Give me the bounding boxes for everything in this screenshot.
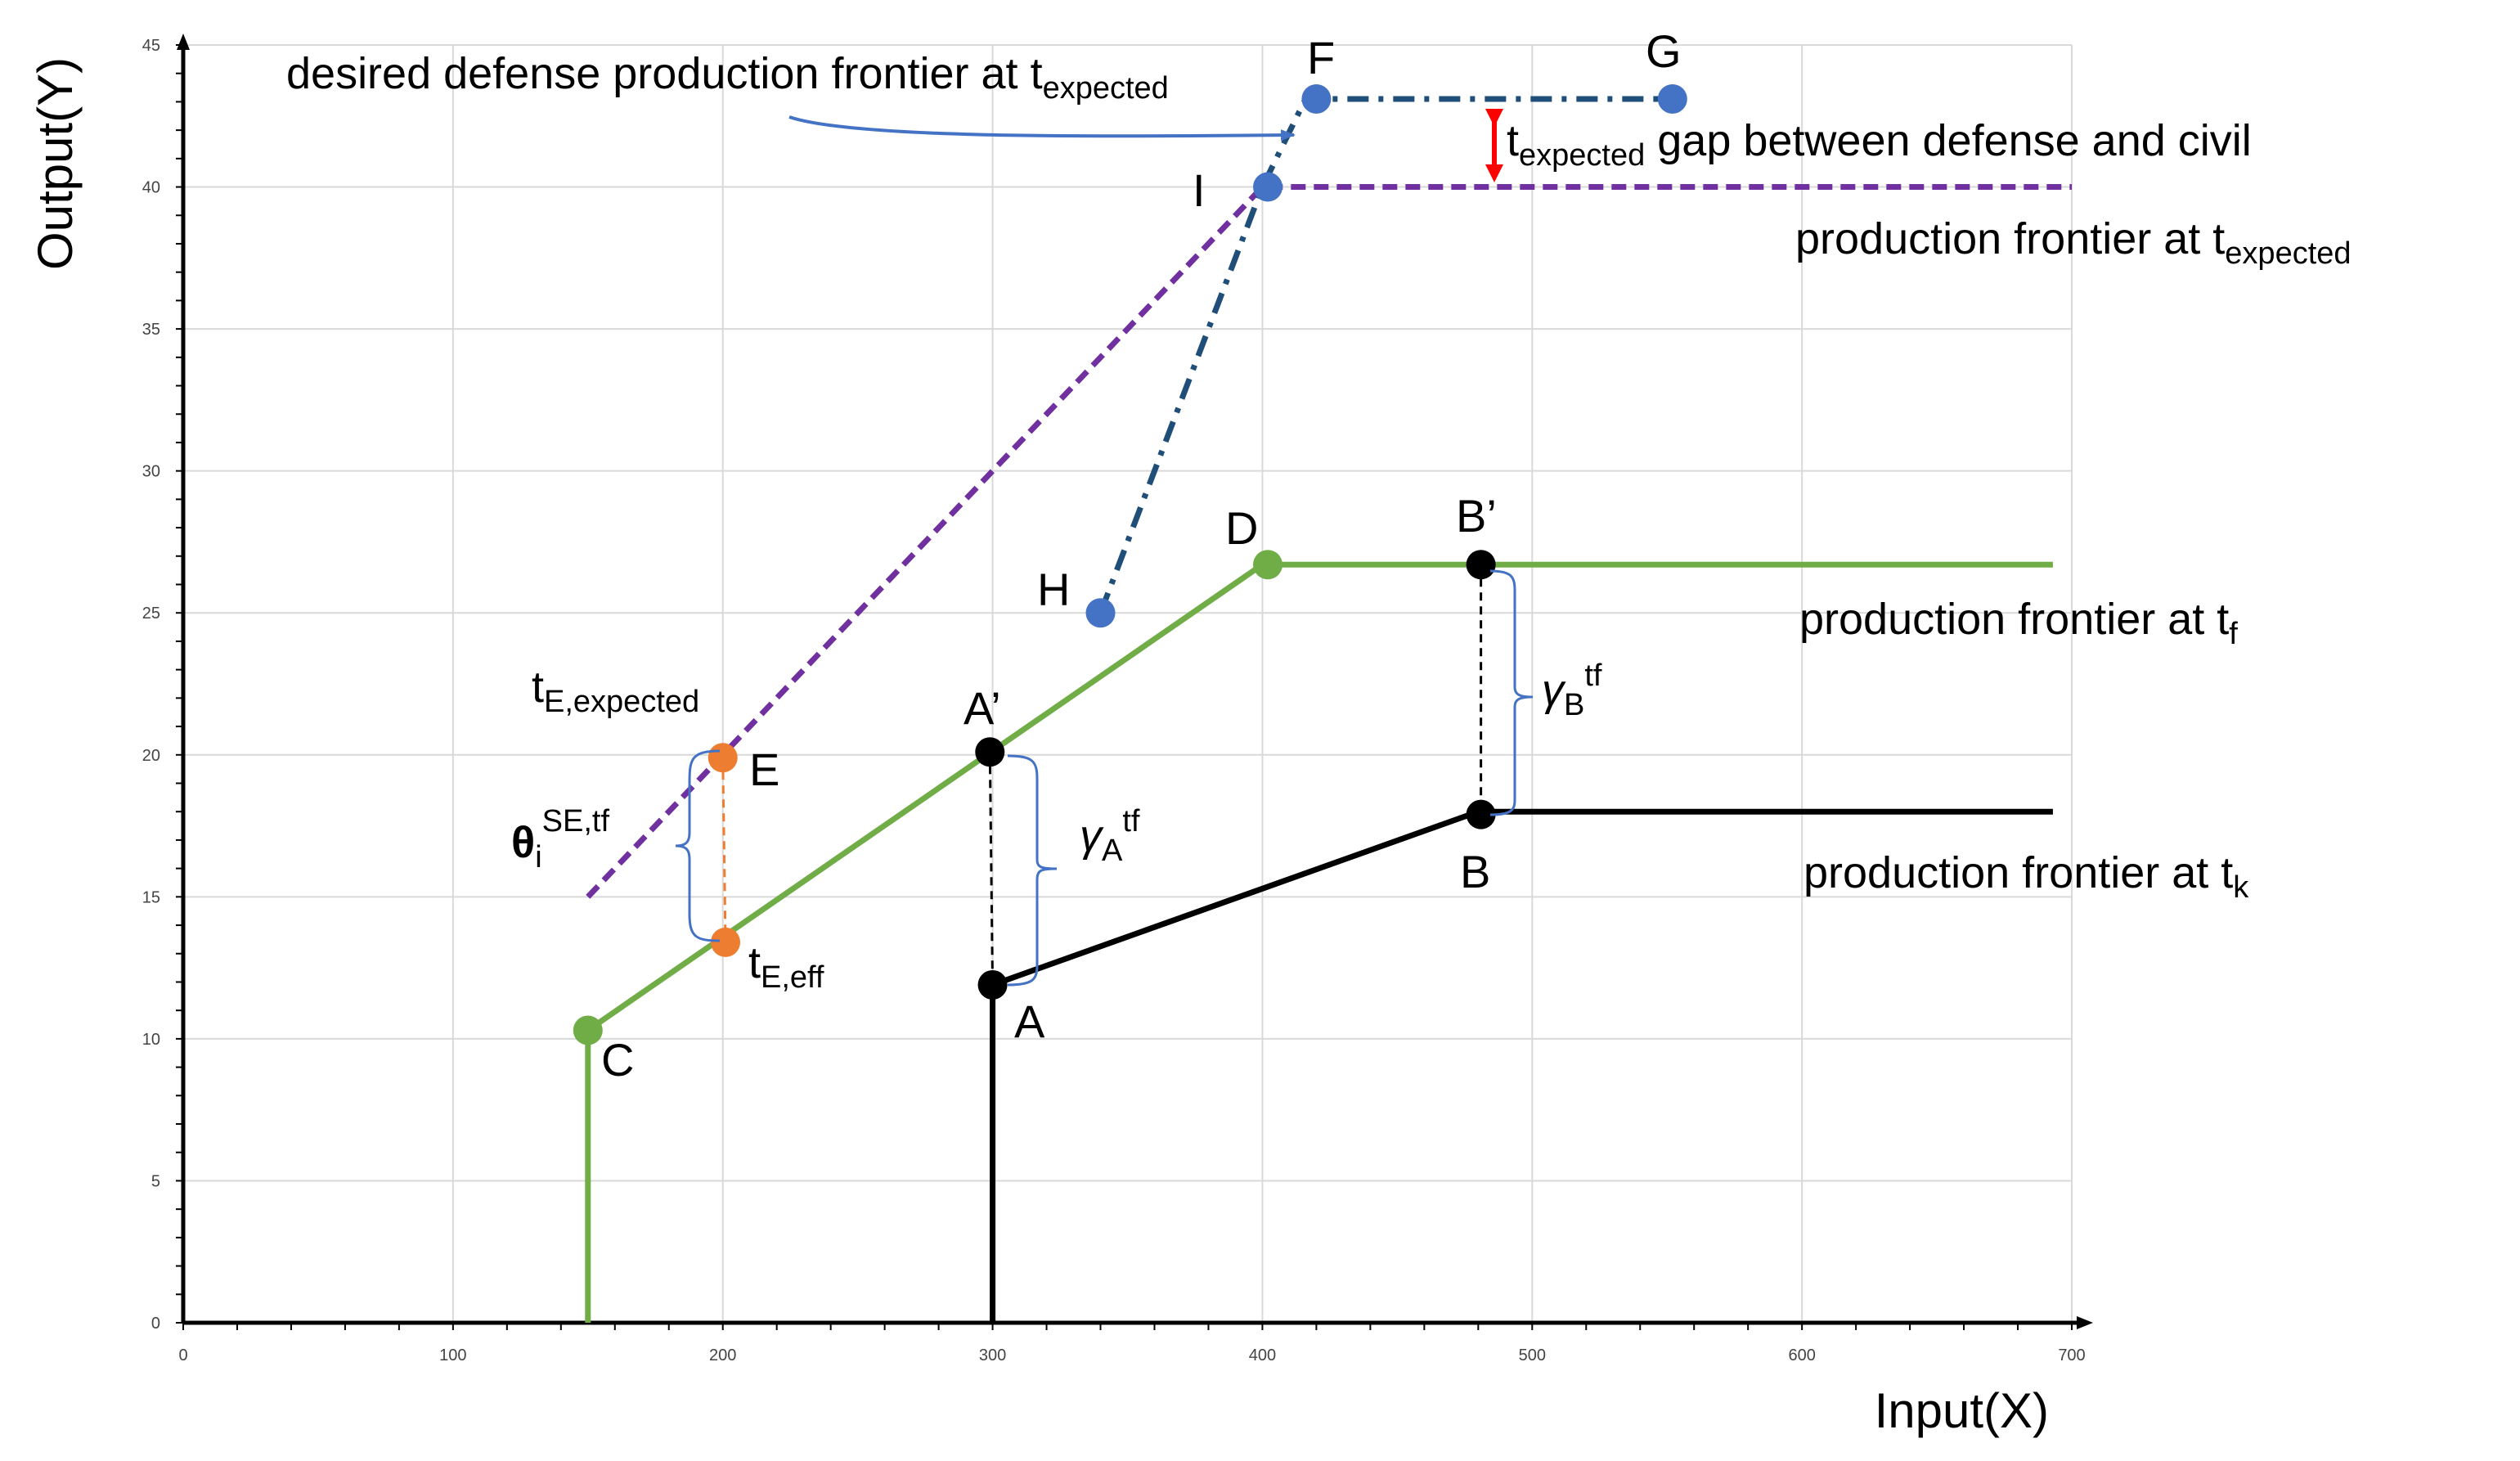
frontier-expected-label: production frontier at texpected	[1795, 214, 2352, 271]
point-te-eff	[711, 927, 741, 957]
gamma-a-connector	[988, 752, 995, 985]
x-tick-label: 700	[2058, 1346, 2085, 1364]
point-label-h: H	[1037, 564, 1070, 615]
point-label-a: A	[1014, 996, 1045, 1047]
point-label-g: G	[1646, 25, 1682, 77]
point-label-f: F	[1307, 32, 1335, 83]
gamma-a-brace	[1007, 754, 1058, 987]
x-tick-label: 400	[1249, 1346, 1276, 1364]
y-tick-label: 5	[151, 1172, 160, 1190]
gamma-b-label: γBtf	[1542, 659, 1602, 722]
y-tick-label: 40	[142, 179, 160, 197]
y-tick-label: 35	[142, 321, 160, 339]
grid	[183, 44, 2073, 1323]
pointer-arrow	[788, 115, 1296, 142]
point-f	[1301, 83, 1332, 114]
point-e	[707, 743, 738, 773]
point-label-e: E	[749, 744, 779, 795]
gamma-b-brace	[1489, 569, 1534, 816]
point-b-prime	[1466, 550, 1496, 580]
y-tick-label: 30	[142, 463, 160, 481]
gamma-a-label: γAtf	[1080, 804, 1140, 868]
x-tick-label: 0	[178, 1346, 187, 1364]
point-label-c: C	[601, 1034, 634, 1086]
x-tick-label: 100	[439, 1346, 466, 1364]
series-layer	[585, 96, 2072, 1323]
point-g	[1657, 83, 1687, 114]
y-axis-title: Output(Y)	[28, 57, 83, 270]
series-desired-defense-frontier	[1098, 96, 1673, 614]
series-tf-frontier	[585, 561, 2053, 1323]
axes: 0 100 200 300 400 500 600 700 0 5 10 15 20 25 30 35 40 45	[142, 34, 2093, 1364]
y-tick-label: 25	[142, 605, 160, 623]
x-axis-arrowhead	[2077, 1316, 2093, 1329]
te-eff-label: tE,eff	[748, 938, 824, 995]
y-tick-label: 20	[142, 747, 160, 765]
point-c	[573, 1015, 603, 1045]
point-b	[1466, 799, 1496, 829]
y-axis-arrowhead	[177, 34, 190, 50]
point-h	[1085, 598, 1116, 628]
theta-label: θiSE,tf	[511, 804, 609, 874]
series-tk-frontier	[990, 808, 2053, 1323]
point-label-b: B	[1460, 846, 1490, 897]
point-label-d: D	[1225, 502, 1258, 554]
x-tick-label: 500	[1519, 1346, 1546, 1364]
theta-connector	[721, 757, 727, 942]
x-axis-title: Input(X)	[1875, 1383, 2049, 1438]
x-tick-label: 300	[979, 1346, 1006, 1364]
y-tick-label: 15	[142, 888, 160, 906]
point-a	[977, 969, 1008, 1000]
y-tick-label: 45	[142, 37, 160, 55]
point-label-i: I	[1193, 164, 1206, 216]
point-d	[1253, 550, 1283, 580]
y-tick-label: 10	[142, 1031, 160, 1049]
point-label-b-prime: B’	[1456, 490, 1497, 542]
theta-brace	[675, 749, 721, 942]
gap-label: texpected gap between defense and civil	[1507, 116, 2252, 173]
x-tick-label: 600	[1788, 1346, 1815, 1364]
y-tick-label: 0	[151, 1315, 160, 1333]
desired-frontier-label: desired defense production frontier at t…	[286, 49, 1169, 106]
point-a-prime	[975, 737, 1005, 767]
series-expected-frontier	[586, 184, 2072, 899]
x-tick-label: 200	[709, 1346, 736, 1364]
frontier-tf-label: production frontier at tf	[1799, 595, 2238, 651]
point-label-a-prime: A’	[964, 682, 1001, 734]
te-expected-label: tE,expected	[532, 663, 699, 719]
point-i	[1253, 172, 1283, 202]
frontier-tk-label: production frontier at tk	[1804, 848, 2249, 905]
